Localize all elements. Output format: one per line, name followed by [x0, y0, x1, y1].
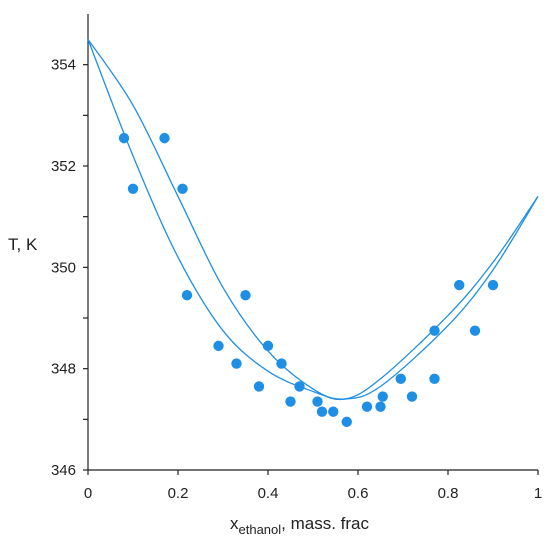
x-axis-title: xethanol, mass. frac: [230, 514, 370, 537]
x-tick-label: 0.2: [168, 485, 189, 502]
data-point: [181, 290, 193, 301]
data-point: [177, 183, 188, 194]
data-point: [328, 406, 339, 417]
data-point: [262, 340, 274, 352]
y-axis-title: T, K: [8, 235, 38, 254]
data-point: [294, 381, 305, 392]
x-tick-label: 0: [84, 485, 92, 502]
data-point: [469, 325, 481, 336]
data-point: [231, 358, 242, 369]
data-point: [312, 396, 323, 407]
x-tick-label: 0.8: [438, 485, 459, 502]
data-point: [377, 391, 388, 402]
data-points: [118, 132, 499, 428]
data-point: [316, 406, 328, 417]
data-point: [253, 381, 265, 392]
x-axis-title-main: x: [230, 514, 239, 533]
data-point: [395, 373, 406, 384]
fit-curve-2: [87, 38, 539, 401]
y-tick-label: 352: [51, 158, 76, 175]
axes: 346 348 350 352 354 0 0.2 0.4 0.6 0.8 1: [51, 14, 542, 502]
y-tick-label: 346: [51, 462, 76, 479]
x-tick-label: 1: [534, 485, 542, 502]
data-point: [127, 183, 139, 194]
data-point: [240, 290, 251, 301]
data-point: [118, 132, 130, 144]
axis-labels: T, K xethanol, mass. frac: [8, 235, 370, 537]
data-point: [213, 340, 224, 352]
data-point: [159, 132, 170, 144]
data-point: [341, 416, 352, 428]
x-axis-title-subscript: ethanol: [239, 522, 282, 537]
x-tick-label: 0.4: [258, 485, 279, 502]
y-tick-label: 348: [51, 361, 76, 378]
data-point: [429, 373, 440, 384]
curves: [87, 38, 539, 401]
fit-curve-1: [87, 39, 539, 400]
x-axis-title-rest: , mass. frac: [281, 514, 369, 533]
data-point: [276, 358, 287, 369]
data-point: [487, 279, 499, 291]
data-point: [406, 391, 418, 402]
y-tick-label: 354: [51, 57, 76, 74]
data-point: [375, 401, 386, 412]
data-point: [454, 279, 465, 291]
x-tick-label: 0.6: [348, 485, 369, 502]
data-point: [361, 401, 373, 412]
data-point: [429, 325, 440, 336]
data-point: [285, 396, 296, 407]
y-tick-label: 350: [51, 259, 76, 276]
